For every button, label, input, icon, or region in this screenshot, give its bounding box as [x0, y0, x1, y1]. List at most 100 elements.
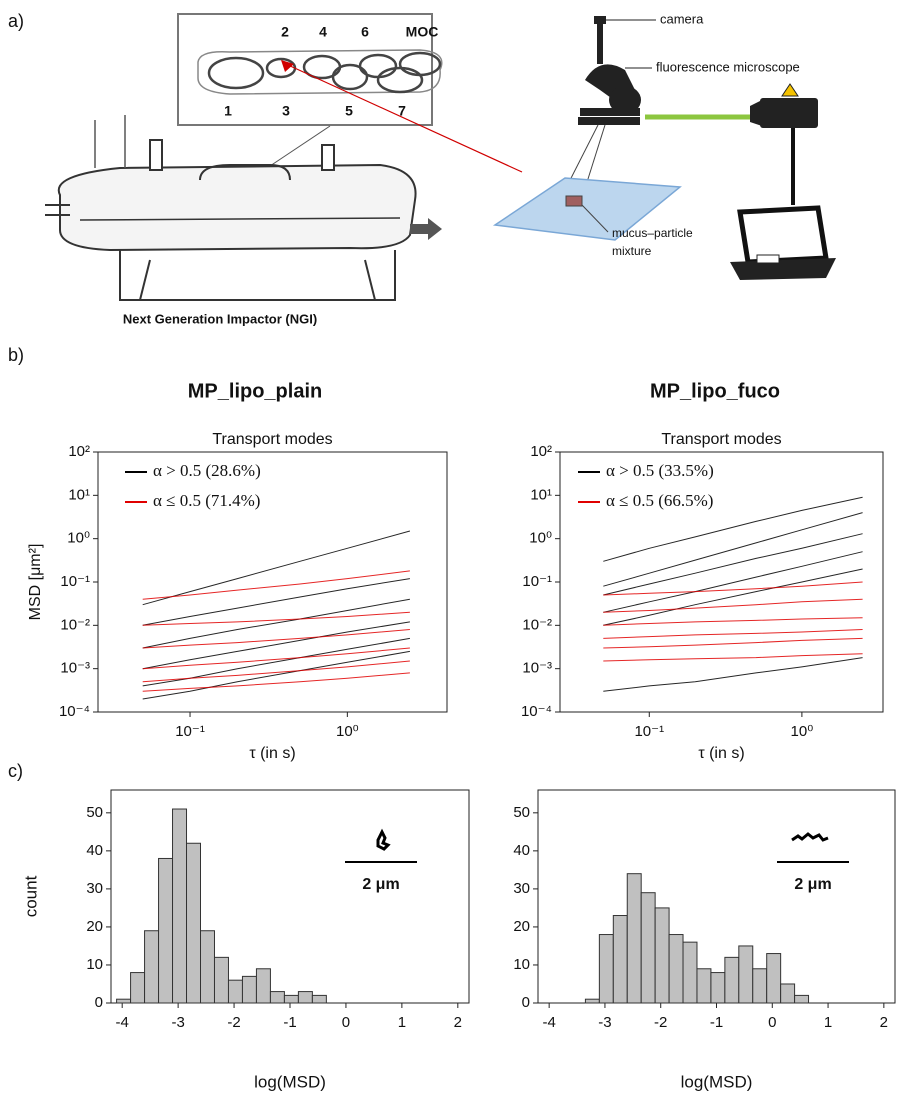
- histogram-bar: [283, 994, 299, 1004]
- stage-label: 7: [398, 103, 406, 119]
- trajectory-line: [603, 653, 863, 662]
- y-tick-label: 10⁻⁴: [59, 703, 90, 720]
- trajectory-line: [142, 611, 410, 626]
- stage-label: 3: [282, 103, 290, 119]
- microscope-setup: camera fluorescence microscope mucus–par…: [492, 11, 836, 280]
- trajectory-inset: [376, 828, 391, 851]
- histogram-bar: [584, 998, 600, 1004]
- y-tick-label: 10⁻³: [522, 660, 552, 677]
- y-tick-label: 10: [513, 956, 530, 973]
- trajectory-line: [603, 512, 863, 587]
- y-tick-label: 10⁻⁴: [521, 703, 552, 720]
- x-axis-label: log(MSD): [681, 1072, 753, 1091]
- ngi-label: Next Generation Impactor (NGI): [123, 311, 317, 326]
- histogram-bar: [626, 873, 642, 1004]
- chart-title: Transport modes: [212, 431, 332, 448]
- histogram-bar: [612, 915, 628, 1004]
- histogram-bar: [696, 968, 712, 1004]
- chart-title: Transport modes: [661, 431, 781, 448]
- histogram-bar: [724, 956, 740, 1004]
- histogram-bar: [682, 941, 698, 1004]
- histogram-bar: [297, 991, 313, 1004]
- stage-label: 5: [345, 103, 353, 119]
- histogram-bar: [654, 907, 670, 1004]
- y-tick-label: 10⁻¹: [60, 573, 90, 590]
- stage-label: 2: [281, 24, 289, 40]
- y-tick-label: 30: [86, 880, 103, 897]
- scale-bar-label: 2 μm: [794, 876, 831, 893]
- histogram-bar: [794, 994, 810, 1004]
- trajectory-line: [603, 496, 863, 562]
- histogram-bar: [255, 968, 271, 1004]
- y-tick-label: 40: [513, 842, 530, 859]
- trajectory-line: [142, 578, 410, 626]
- ngi-diagram: Next Generation Impactor (NGI): [45, 13, 523, 326]
- x-tick-label: -2: [227, 1014, 240, 1031]
- y-tick-label: 40: [86, 842, 103, 859]
- y-tick-label: 10⁰: [529, 530, 552, 547]
- panel-label: c): [8, 761, 23, 781]
- stage-label: MOC: [406, 24, 439, 40]
- plot-frame: [537, 789, 896, 1004]
- histogram-bar: [752, 968, 768, 1004]
- histogram-bar: [780, 983, 796, 1004]
- panel-title: MP_lipo_plain: [188, 380, 322, 402]
- histogram-bar: [144, 930, 160, 1004]
- histogram-bar: [186, 842, 201, 1004]
- x-tick-label: 1: [824, 1014, 832, 1031]
- trajectory-line: [142, 660, 410, 683]
- trajectory-line: [603, 598, 863, 613]
- x-tick-label: 0: [342, 1014, 350, 1031]
- histogram-bar: [172, 808, 188, 1004]
- trajectory-line: [142, 650, 410, 700]
- y-tick-label: 10⁻¹: [522, 573, 552, 590]
- trajectory-line: [603, 637, 863, 649]
- histogram-bar: [241, 975, 257, 1004]
- y-tick-label: 10¹: [530, 486, 552, 503]
- stage-labels: 2 4 6 MOC 1 3 5 7: [224, 24, 438, 119]
- x-tick-label: -2: [654, 1014, 667, 1031]
- histogram-bar: [227, 979, 243, 1004]
- trajectory-line: [142, 598, 410, 649]
- trajectory-inset: [791, 832, 829, 842]
- y-tick-label: 20: [86, 918, 103, 935]
- camera-label: camera: [660, 11, 704, 26]
- charts: 10⁻⁴ 10⁻³ 10⁻² 10⁻¹ 10⁰ 10¹ 10² 10⁻¹ 10⁰ Transpor…: [21, 431, 896, 1091]
- x-tick-label: 10⁰: [791, 723, 814, 740]
- x-tick-label: 1: [398, 1014, 406, 1031]
- y-tick-label: 10²: [68, 443, 90, 460]
- histogram-bar: [130, 972, 146, 1004]
- legend-label: α ≤ 0.5 (66.5%): [606, 491, 713, 510]
- x-tick-label: -4: [542, 1014, 555, 1031]
- histogram-bar: [710, 972, 726, 1004]
- histogram-bar: [116, 998, 132, 1004]
- histogram-bar: [269, 991, 285, 1004]
- x-axis-label: τ (in s): [698, 745, 744, 762]
- histogram-bar: [668, 934, 684, 1004]
- histogram-bar: [738, 945, 754, 1004]
- y-tick-label: 50: [513, 804, 530, 821]
- trajectory-line: [603, 533, 863, 596]
- panel-label: b): [8, 345, 24, 365]
- histogram-bar: [200, 930, 215, 1004]
- panel-title: MP_lipo_fuco: [650, 380, 780, 402]
- legend-label: α ≤ 0.5 (71.4%): [153, 491, 260, 510]
- x-axis-label: τ (in s): [249, 745, 295, 762]
- y-tick-label: 0: [522, 994, 530, 1011]
- y-tick-label: 50: [86, 804, 103, 821]
- trajectory-line: [603, 581, 863, 596]
- y-tick-label: 10⁻²: [522, 616, 552, 633]
- x-tick-label: 2: [454, 1014, 462, 1031]
- y-tick-label: 30: [513, 880, 530, 897]
- x-tick-label: 2: [880, 1014, 888, 1031]
- trajectory-line: [603, 617, 863, 626]
- legend-label: α > 0.5 (33.5%): [606, 461, 714, 480]
- x-tick-label: -1: [710, 1014, 723, 1031]
- x-tick-label: -4: [116, 1014, 129, 1031]
- trajectory-line: [603, 657, 863, 692]
- histogram-bar: [213, 956, 229, 1004]
- trajectory-line: [603, 629, 863, 639]
- trajectory-line: [142, 621, 410, 670]
- y-tick-label: 20: [513, 918, 530, 935]
